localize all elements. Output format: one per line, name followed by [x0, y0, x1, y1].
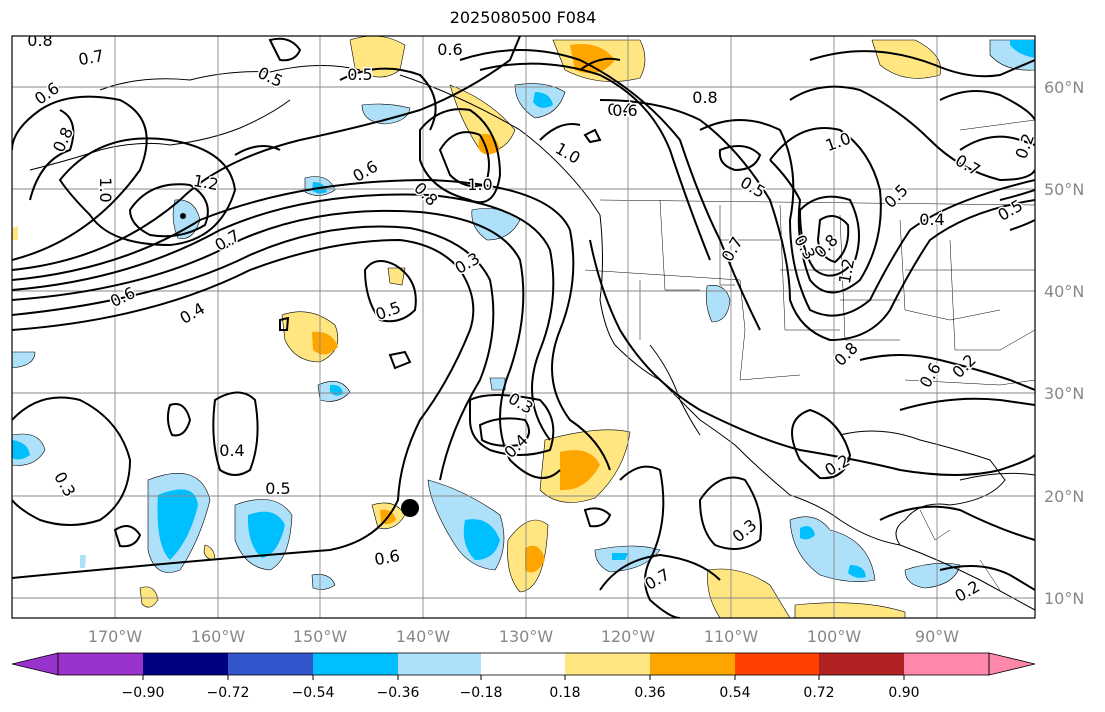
colorbar-tick-label: −0.90 [122, 685, 165, 701]
colorbar-tick-label: 0.18 [549, 685, 580, 701]
lon-label: 150°W [293, 627, 348, 646]
colorbar-swatch [58, 653, 143, 675]
contour-label: 0.6 [437, 40, 462, 59]
colorbar-swatch [313, 653, 398, 675]
lat-label: 20°N [1044, 487, 1084, 506]
contour-label: 1.0 [467, 175, 492, 194]
anomaly-shading [12, 36, 1035, 618]
colorbar-tick-label: −0.72 [207, 685, 250, 701]
colorbar-swatch [650, 653, 735, 675]
storm-marker [401, 499, 419, 517]
colorbar-tick-label: −0.36 [377, 685, 420, 701]
contour-label: 1.0 [96, 177, 115, 202]
borders [584, 119, 1035, 591]
colorbar-swatch [481, 653, 565, 675]
contour-label: 0.8 [692, 88, 717, 107]
colorbar-tick-label: 0.72 [803, 685, 834, 701]
lat-label: 40°N [1044, 282, 1084, 301]
lat-label: 10°N [1044, 589, 1084, 608]
map-title: 2025080500 F084 [449, 8, 597, 27]
colorbar: −0.90 −0.72 −0.54 −0.36 −0.18 0.18 0.36 … [11, 652, 1036, 701]
lon-label: 110°W [704, 627, 759, 646]
contour-label: 0.4 [219, 441, 244, 460]
lon-label: 140°W [396, 627, 451, 646]
lon-label: 120°W [601, 627, 656, 646]
lat-label: 30°N [1044, 384, 1084, 403]
graticule [12, 36, 1035, 618]
lat-label: 60°N [1044, 78, 1084, 97]
colorbar-swatch [143, 653, 228, 675]
colorbar-tick-label: 0.90 [888, 685, 919, 701]
colorbar-swatch [398, 653, 481, 675]
colorbar-tick-label: 0.36 [634, 685, 665, 701]
lon-label: 100°W [807, 627, 862, 646]
contour-label: 0.6 [373, 546, 401, 569]
colorbar-swatch [904, 653, 989, 675]
colorbar-swatch [988, 652, 1036, 676]
colorbar-tick-label: −0.54 [292, 685, 335, 701]
lat-label: 50°N [1044, 180, 1084, 199]
lon-label: 90°W [915, 627, 959, 646]
colorbar-tick-label: −0.18 [460, 685, 503, 701]
contour-label: 0.8 [27, 31, 52, 50]
colorbar-swatch [819, 653, 904, 675]
lon-label: 130°W [499, 627, 554, 646]
lon-label: 160°W [191, 627, 246, 646]
contour-label: 0.4 [607, 100, 632, 119]
colorbar-swatch [228, 653, 313, 675]
contour-label: 1.2 [192, 171, 220, 194]
latitude-labels: 60°N 50°N 40°N 30°N 20°N 10°N [1044, 78, 1084, 608]
contour-label: 1.2 [835, 257, 858, 285]
colorbar-tick-label: 0.54 [719, 685, 750, 701]
contour-lines [12, 36, 1035, 618]
contour-label: 0.5 [265, 479, 290, 498]
colorbar-swatch [565, 653, 650, 675]
longitude-labels: 170°W 160°W 150°W 140°W 130°W 120°W 110°… [88, 627, 959, 646]
contour-label: 0.4 [919, 210, 944, 229]
contour-label: 0.7 [77, 46, 105, 69]
colorbar-swatch [735, 653, 819, 675]
contour-label: 0.5 [347, 65, 372, 84]
contour-label: 0.6 [612, 101, 637, 120]
lon-label: 170°W [88, 627, 143, 646]
colorbar-swatch [11, 652, 59, 676]
